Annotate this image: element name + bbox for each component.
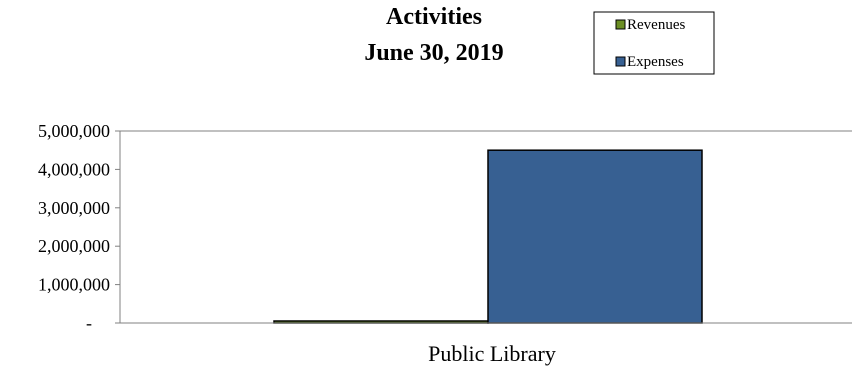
legend-swatch-expenses: [615, 56, 626, 67]
legend-label-revenues: Revenues: [627, 17, 685, 33]
y-tick-label: 2,000,000: [38, 236, 110, 256]
chart-subtitle: June 30, 2019: [364, 40, 503, 66]
legend: Revenues Expenses: [593, 11, 715, 75]
bars: [273, 149, 703, 324]
y-tick-label: 1,000,000: [38, 275, 110, 295]
y-tick-label: 3,000,000: [38, 198, 110, 218]
bar-expenses: [487, 149, 703, 324]
chart-title: Activities: [386, 4, 482, 30]
y-tick-label: 4,000,000: [38, 159, 110, 179]
legend-box: [593, 11, 715, 75]
category-label: Public Library: [428, 341, 556, 366]
y-tick-label: -: [86, 313, 92, 333]
y-tick-label: 5,000,000: [38, 121, 110, 141]
y-axis: - 1,000,000 2,000,000 3,000,000 4,000,000 5,0…: [38, 121, 120, 333]
legend-label-expenses: Expenses: [627, 54, 684, 70]
legend-swatch-revenues: [615, 19, 626, 30]
